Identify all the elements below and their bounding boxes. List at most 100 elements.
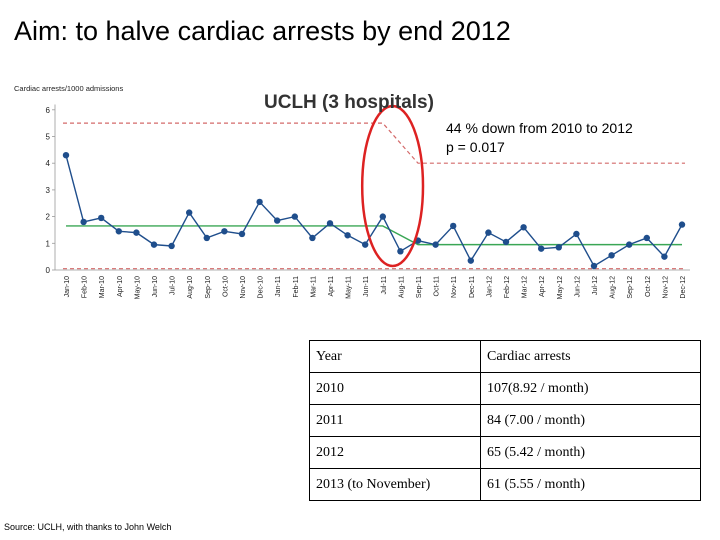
table-cell: 65 (5.42 / month) xyxy=(480,436,701,469)
x-tick-label: Aug-12 xyxy=(610,276,617,299)
x-tick-label: Mar-11 xyxy=(310,276,317,298)
spc-chart: 0 1 2 3 4 5 6 Cardiac arrests/1000 admissions UC… xyxy=(14,84,690,299)
data-point xyxy=(344,232,351,239)
data-point xyxy=(608,252,615,259)
data-point xyxy=(590,262,598,270)
data-point xyxy=(467,257,474,264)
data-point xyxy=(326,220,334,227)
data-point xyxy=(520,224,527,231)
x-tick-label: Sep-11 xyxy=(416,276,423,298)
annotation-line-1: 44 % down from 2010 to 2012 xyxy=(446,120,633,136)
data-point xyxy=(309,234,316,242)
x-tick-label: Jan-10 xyxy=(64,276,71,298)
x-tick-label: Dec-10 xyxy=(258,276,265,299)
x-tick-label: Feb-12 xyxy=(504,276,511,298)
y-tick-label: 4 xyxy=(46,159,51,168)
data-point xyxy=(678,221,686,228)
chart: 0 1 2 3 4 5 6 Cardiac arrests/1000 admissions UC… xyxy=(14,76,694,308)
data-point xyxy=(432,241,439,248)
x-tick-label: Jan-12 xyxy=(486,276,493,298)
cardiac-arrests-table: Year Cardiac arrests 2010 107(8.92 / mon… xyxy=(309,340,701,501)
data-point xyxy=(203,234,210,242)
y-tick-label: 5 xyxy=(46,133,51,142)
x-tick-label: Apr-10 xyxy=(117,276,124,297)
data-point xyxy=(555,244,562,251)
data-point xyxy=(256,198,263,206)
table-header-cell: Year xyxy=(309,340,481,373)
table-cell: 2011 xyxy=(309,404,481,437)
x-tick-label: Oct-11 xyxy=(434,276,441,297)
data-point xyxy=(362,241,369,248)
center-line xyxy=(66,225,682,246)
x-tick-label: Jul-12 xyxy=(592,276,599,295)
y-tick-label: 1 xyxy=(46,239,51,248)
table-row: 2013 (to November) 61 (5.55 / month) xyxy=(309,468,701,501)
x-tick-label: Feb-10 xyxy=(82,276,89,298)
table-row: 2011 84 (7.00 / month) xyxy=(309,404,701,437)
y-tick-label: 0 xyxy=(46,266,51,275)
table-cell: 61 (5.55 / month) xyxy=(480,468,701,501)
data-point xyxy=(238,230,246,238)
x-tick-label: Dec-11 xyxy=(469,276,476,298)
data-point xyxy=(379,213,386,220)
data-point xyxy=(274,217,281,224)
data-point xyxy=(502,238,510,246)
x-tick-label: May-12 xyxy=(557,276,564,299)
x-tick-label: Mar-10 xyxy=(99,276,106,298)
y-tick-label: 2 xyxy=(46,213,51,222)
data-point xyxy=(168,242,175,250)
x-tick-label: Nov-11 xyxy=(451,276,458,298)
data-point xyxy=(626,241,633,248)
table-cell: 2012 xyxy=(309,436,481,469)
x-tick-label: Jun-10 xyxy=(152,276,159,298)
x-tick-label: Jun-11 xyxy=(363,276,370,297)
source-note: Source: UCLH, with thanks to John Welch xyxy=(4,522,172,532)
data-point xyxy=(485,229,492,236)
x-tick-label: Feb-11 xyxy=(293,276,300,298)
data-point xyxy=(115,228,123,235)
data-point xyxy=(150,241,158,248)
y-tick-label: 3 xyxy=(46,186,51,195)
x-tick-label: Aug-10 xyxy=(187,276,194,299)
y-axis-label: Cardiac arrests/1000 admissions xyxy=(14,84,123,93)
x-tick-label: Jun-12 xyxy=(574,276,581,298)
data-point xyxy=(450,222,457,230)
x-tick-label: Nov-12 xyxy=(662,276,669,299)
x-tick-label: Sep-10 xyxy=(205,276,212,299)
x-tick-label: Nov-10 xyxy=(240,276,247,299)
data-point xyxy=(643,234,650,242)
data-point xyxy=(573,230,580,238)
x-tick-label: Oct-12 xyxy=(645,276,652,297)
table-cell: 2010 xyxy=(309,372,481,405)
x-tick-label: Apr-11 xyxy=(328,276,335,297)
slide-title: Aim: to halve cardiac arrests by end 201… xyxy=(14,16,511,46)
table-row: 2010 107(8.92 / month) xyxy=(309,372,701,405)
x-tick-label: Jan-11 xyxy=(275,276,282,297)
x-tick-label: Dec-12 xyxy=(680,276,687,299)
table-cell: 84 (7.00 / month) xyxy=(480,404,701,437)
data-point xyxy=(661,253,668,260)
y-tick-label: 6 xyxy=(46,106,51,115)
data-point xyxy=(291,213,298,220)
data-point xyxy=(133,229,140,236)
x-tick-label: Aug-11 xyxy=(398,276,405,298)
data-point xyxy=(538,245,545,252)
data-point xyxy=(221,228,228,235)
data-point xyxy=(80,218,87,226)
annotation-line-2: p = 0.017 xyxy=(446,139,505,155)
x-tick-label: Sep-12 xyxy=(627,276,634,299)
x-tick-label: Apr-12 xyxy=(539,276,546,297)
data-point xyxy=(62,151,70,159)
chart-title: UCLH (3 hospitals) xyxy=(264,92,434,113)
highlight-ellipse xyxy=(360,104,425,268)
table-header-row: Year Cardiac arrests xyxy=(309,340,701,373)
x-tick-label: May-11 xyxy=(346,276,353,299)
upper-control-limit-line xyxy=(63,122,685,164)
x-tick-label: May-10 xyxy=(134,276,141,299)
table-cell: 2013 (to November) xyxy=(309,468,481,501)
x-tick-label: Mar-12 xyxy=(522,276,529,298)
table-cell: 107(8.92 / month) xyxy=(480,372,701,405)
x-tick-label: Jul-11 xyxy=(381,276,388,295)
data-point xyxy=(186,209,193,216)
x-tick-label: Jul-10 xyxy=(170,276,177,295)
